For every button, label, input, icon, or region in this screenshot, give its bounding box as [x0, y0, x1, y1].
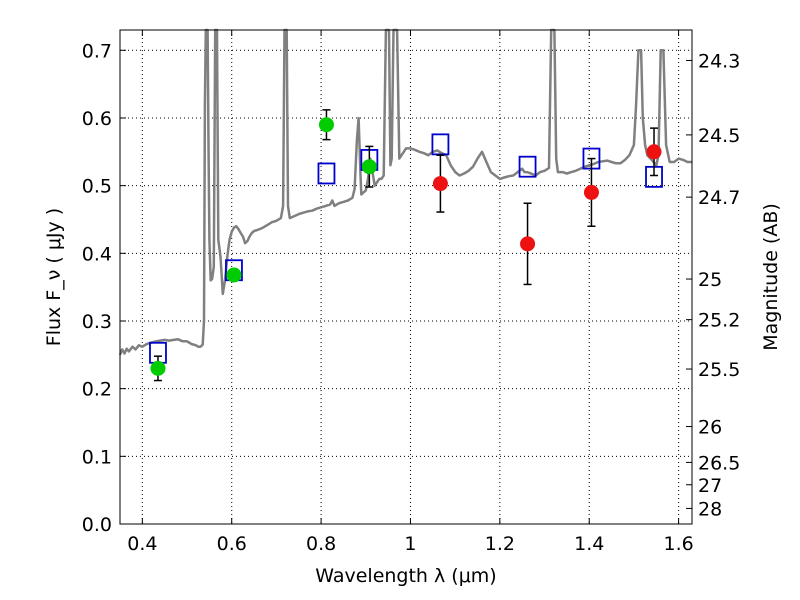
spectrum-line — [118, 28, 692, 356]
observed-flux-point — [226, 267, 242, 283]
y-right-tick-label: 24.5 — [698, 125, 740, 147]
y-tick-label: 0.7 — [82, 40, 112, 62]
observed-flux-point — [432, 176, 448, 192]
y-tick-label: 0.5 — [82, 176, 112, 198]
y-right-tick-label: 25 — [698, 269, 722, 291]
y-right-tick-label: 25.5 — [698, 359, 740, 381]
y-axis-right-label: Magnitude (AB) — [760, 203, 782, 351]
x-tick-label: 0.4 — [127, 533, 157, 555]
y-tick-label: 0.4 — [82, 243, 112, 265]
y-right-tick-label: 26.5 — [698, 452, 740, 474]
x-tick-label: 0.8 — [306, 533, 336, 555]
model-flux-square — [518, 155, 537, 178]
y-axis-label: Flux F_ν ( μJy ) — [43, 208, 65, 346]
y-right-tick-label: 24.3 — [698, 50, 740, 72]
observed-flux-point — [361, 159, 377, 175]
y-tick-label: 0.0 — [82, 514, 112, 536]
x-axis-label: Wavelength λ (μm) — [315, 565, 496, 587]
x-tick-label: 0.6 — [217, 533, 247, 555]
y-tick-label: 0.6 — [82, 108, 112, 130]
observed-flux-point — [150, 360, 166, 376]
model-flux-square — [317, 162, 336, 185]
y-right-tick-label: 25.2 — [698, 310, 740, 332]
observed-flux-point — [646, 144, 662, 160]
plot-frame — [119, 29, 693, 525]
y-right-tick-label: 27 — [698, 475, 722, 497]
observed-flux-point — [520, 236, 536, 252]
x-axis-ticks: 0.4 0.6 0.8 1 1.2 1.4 1.6 — [127, 30, 694, 555]
x-tick-label: 1.2 — [485, 533, 515, 555]
y-right-tick-label: 26 — [698, 417, 722, 439]
x-tick-label: 1.6 — [663, 533, 693, 555]
observed-flux-point — [318, 117, 334, 133]
y-tick-label: 0.2 — [82, 379, 112, 401]
y-tick-label: 0.3 — [82, 311, 112, 333]
marker-layer — [149, 109, 663, 382]
y-axis-left-ticks: 0.0 0.1 0.2 0.3 0.4 0.5 0.6 0.7 — [82, 40, 126, 536]
model-flux-square — [431, 133, 450, 156]
x-tick-label: 1 — [404, 533, 416, 555]
x-tick-label: 1.4 — [574, 533, 604, 555]
observed-flux-point — [583, 184, 599, 200]
y-right-tick-label: 28 — [698, 498, 722, 520]
y-tick-label: 0.1 — [82, 446, 112, 468]
y-right-tick-label: 24.7 — [698, 187, 740, 209]
spectrum-line-layer — [118, 28, 692, 356]
